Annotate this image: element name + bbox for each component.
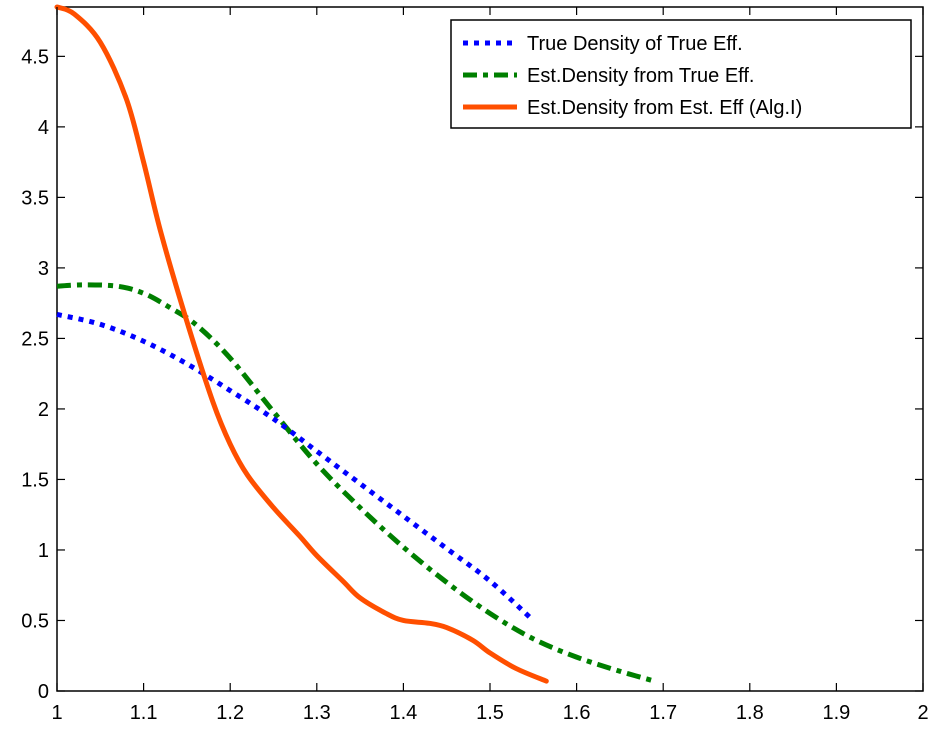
x-tick-label: 1.2 bbox=[216, 702, 244, 724]
series-layer bbox=[54, 4, 656, 684]
y-tick-label: 0 bbox=[38, 681, 49, 703]
x-tick-label: 1.1 bbox=[130, 702, 158, 724]
y-tick-label: 2 bbox=[38, 399, 49, 421]
legend-box bbox=[450, 19, 912, 129]
y-tick-label: 3 bbox=[38, 258, 49, 280]
x-tick-label: 2 bbox=[917, 702, 928, 724]
x-tick-label: 1.3 bbox=[303, 702, 331, 724]
series-line-3 bbox=[54, 4, 549, 684]
axis-layer: 1 1.1 1.2 1.3 1.4 1.5 1.6 1.7 1.8 1.9 2 0 0.5 1 1.5 2 2.… bbox=[21, 7, 929, 724]
y-tick-label: 0.5 bbox=[21, 610, 49, 632]
x-tick-label: 1.8 bbox=[736, 702, 764, 724]
y-tick-label: 3.5 bbox=[21, 187, 49, 209]
legend-label-2: Est.Density from True Eff. bbox=[527, 65, 754, 87]
legend-items: True Density of True Eff. Est.Density fro… bbox=[463, 33, 802, 119]
y-tick-label: 4.5 bbox=[21, 46, 49, 68]
x-tick-label: 1.5 bbox=[476, 702, 504, 724]
x-tick-label: 1.6 bbox=[563, 702, 591, 724]
x-tick-label: 1 bbox=[51, 702, 62, 724]
y-tick-label: 1.5 bbox=[21, 469, 49, 491]
legend-label-3: Est.Density from Est. Eff (Alg.I) bbox=[527, 97, 802, 119]
x-tick-label: 1.4 bbox=[389, 702, 417, 724]
series-line-1 bbox=[56, 312, 535, 623]
x-tick-label: 1.7 bbox=[649, 702, 677, 724]
legend: True Density of True Eff. Est.Density fro… bbox=[450, 19, 912, 129]
series-line-2 bbox=[56, 282, 656, 684]
legend-label-1: True Density of True Eff. bbox=[527, 33, 743, 55]
y-tick-label: 4 bbox=[38, 117, 49, 139]
x-tick-label: 1.9 bbox=[822, 702, 850, 724]
y-tick-label: 1 bbox=[38, 540, 49, 562]
y-tick-label: 2.5 bbox=[21, 328, 49, 350]
